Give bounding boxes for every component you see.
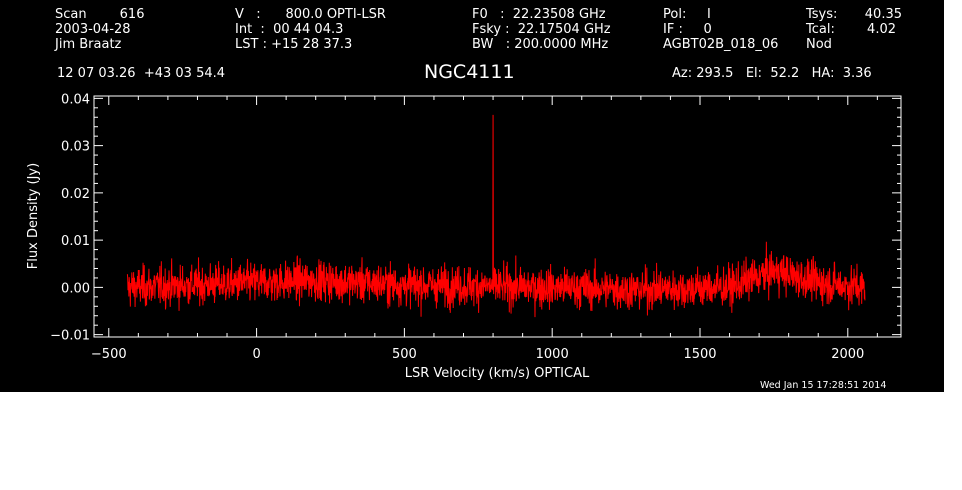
timestamp-label: Wed Jan 15 17:28:51 2014	[760, 380, 887, 391]
velocity-label: V : 800.0 OPTI-LSR	[235, 7, 386, 22]
y-tick-label: 0.01	[61, 234, 90, 249]
spectrum-chart: −500 0 500 1000 1500 2000 −0.01 0.00 0.01 0.02 0.0…	[26, 92, 902, 381]
if-label: IF : 0	[663, 22, 712, 37]
x-tick-label: 2000	[831, 347, 864, 362]
series-layer	[126, 114, 866, 318]
tcal-value: 4.02	[867, 22, 896, 37]
spectrum-series-line	[126, 114, 866, 318]
y-tick-label: 0.00	[61, 281, 90, 296]
x-tick-label: 0	[252, 347, 260, 362]
x-tick-label: 1500	[683, 347, 716, 362]
project-label: AGBT02B_018_06	[663, 37, 779, 52]
date-label: 2003-04-28	[55, 22, 131, 37]
y-tick-label: −0.01	[50, 329, 90, 344]
integration-label: Int : 00 44 04.3	[235, 22, 344, 37]
bandwidth-label: BW : 200.0000 MHz	[472, 37, 609, 52]
y-tick-label: 0.04	[61, 92, 90, 107]
y-axis-label: Flux Density (Jy)	[26, 163, 41, 269]
coordinates-label: 12 07 03.26 +43 03 54.4	[57, 66, 226, 81]
y-tick-label: 0.03	[61, 140, 90, 155]
tsys-label: Tsys:	[806, 7, 838, 22]
observer-label: Jim Braatz	[55, 37, 122, 52]
x-tick-label: 500	[392, 347, 417, 362]
x-axis-label: LSR Velocity (km/s) OPTICAL	[405, 366, 590, 381]
plot-panel: Scan 616 2003-04-28 Jim Braatz V : 800.0…	[0, 0, 944, 392]
axis-label-layer: −500 0 500 1000 1500 2000 −0.01 0.00 0.01 0.02 0.0…	[50, 92, 864, 362]
tick-layer	[94, 96, 901, 337]
x-tick-label: 1000	[536, 347, 569, 362]
y-tick-label: 0.02	[61, 187, 90, 202]
source-name: NGC4111	[424, 61, 515, 83]
x-tick-label: −500	[91, 347, 127, 362]
scan-label: Scan 616	[55, 7, 145, 22]
plot-frame	[93, 95, 902, 338]
rest-frequency-label: F0 : 22.23508 GHz	[472, 7, 606, 22]
pointing-label: Az: 293.5 El: 52.2 HA: 3.36	[672, 66, 872, 81]
lst-label: LST : +15 28 37.3	[235, 37, 353, 52]
tsys-value: 40.35	[864, 7, 902, 22]
sky-frequency-label: Fsky : 22.17504 GHz	[472, 22, 611, 37]
nod-label: Nod	[806, 37, 832, 52]
polarization-label: Pol: I	[663, 7, 711, 22]
tcal-label: Tcal:	[806, 22, 835, 37]
